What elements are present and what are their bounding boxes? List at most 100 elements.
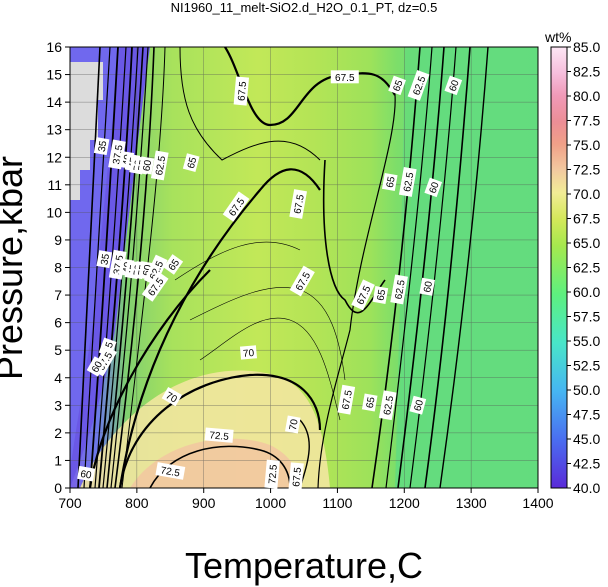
plot-area: [70, 47, 538, 488]
contour-label-bg: [141, 271, 169, 302]
chart-title: NI1960_11_melt-SiO2.d_H2O_0.1_PT, dz=0.5: [171, 0, 438, 15]
y-tick-label: 3: [54, 397, 62, 413]
contour-label-bg: [239, 345, 258, 360]
contour-line: [199, 317, 341, 421]
contour-label-bg: [361, 393, 378, 412]
contour-label: 60: [77, 465, 96, 482]
contour-label: 70: [285, 415, 301, 434]
y-tick-label: 4: [54, 370, 62, 386]
contour-line: [121, 47, 166, 488]
contour-label: 65: [388, 75, 406, 96]
contour-label-bg: [233, 76, 250, 106]
contour-line: [114, 47, 155, 488]
contour-label-text: 62.5: [154, 155, 168, 177]
contour-line: [174, 241, 301, 281]
colorbar-tick-label: 80.0: [573, 88, 600, 104]
colorbar-tick-label: 75.0: [573, 137, 600, 153]
contour-label: 65: [361, 393, 378, 412]
contour-line: [317, 94, 396, 488]
contour-label-text: 67.5: [335, 73, 355, 84]
contour-line: [179, 47, 321, 161]
contour-line: [397, 47, 445, 488]
contour-label-bg: [86, 356, 106, 377]
colorbar-tick-label: 55.0: [573, 333, 600, 349]
y-tick-label: 10: [46, 204, 62, 220]
y-tick-label: 12: [46, 149, 62, 165]
contour-label-text: 65: [375, 288, 388, 301]
contour-label-bg: [150, 150, 169, 181]
contour-label: 67.5: [337, 384, 356, 415]
contour-label-bg: [264, 459, 280, 489]
contour-line: [88, 269, 211, 488]
contour-line: [89, 47, 119, 488]
x-axis-label: Temperature,C: [185, 545, 423, 586]
contour-label-bg: [407, 70, 430, 101]
colorbar: wt% 40.0 42.5 45.0 47.5 50.0 52.5 55.0 57.5 60.0…: [544, 29, 600, 496]
x-tick-label: 1100: [322, 495, 352, 511]
contour-label: 60: [409, 395, 427, 415]
contour-label: 60: [424, 177, 443, 198]
contour-label: 65: [163, 254, 184, 275]
y-tick-label: 14: [46, 94, 62, 110]
y-tick-label: 5: [54, 342, 62, 358]
colorbar-tick-label: 52.5: [573, 358, 600, 374]
colorbar-tick-label: 42.5: [573, 456, 600, 472]
y-tick-label: 8: [54, 260, 62, 276]
contour-label: 65: [372, 285, 388, 304]
contour-label-bg: [409, 395, 427, 415]
contour-label-text: 60: [428, 180, 442, 195]
y-tick-label: 0: [54, 480, 62, 496]
contour-line: [98, 47, 133, 488]
contour-line: [77, 47, 101, 488]
y-tick-label: 7: [54, 287, 62, 303]
contour-line: [322, 159, 386, 314]
colorbar-tick-label: 40.0: [573, 480, 600, 496]
colorbar-tick-label: 67.5: [573, 211, 600, 227]
contour-label-text: 72.5: [160, 465, 182, 479]
colorbar-tick-label: 50.0: [573, 382, 600, 398]
contour-label-text: 60: [448, 78, 462, 93]
contour-label-bg: [424, 177, 443, 198]
contour-label: 67.5: [233, 76, 250, 106]
colorbar-tick-label: 47.5: [573, 407, 600, 423]
y-tick-label: 15: [46, 67, 62, 83]
colorbar-tick-label: 60.0: [573, 284, 600, 300]
x-tick-label: 1200: [389, 495, 420, 511]
contour-label-bg: [381, 172, 398, 191]
y-tick-label: 6: [54, 315, 62, 331]
contour-label-bg: [288, 462, 304, 492]
contour-label-bg: [222, 191, 250, 222]
contour-label: 35: [96, 250, 112, 269]
contour-label-bg: [378, 390, 397, 421]
contour-label: 70: [239, 345, 258, 360]
contour-label-bg: [285, 415, 301, 434]
contour-label-text: 60: [79, 469, 92, 482]
contour-label: 67.5: [289, 189, 307, 219]
contour-label: 62.5: [150, 150, 169, 181]
contour-label-bg: [337, 384, 356, 415]
contour-line: [102, 47, 139, 488]
contour-lines: [77, 47, 489, 488]
contour-line: [118, 168, 321, 488]
contour-label-text: 67.5: [341, 389, 355, 411]
contour-label-text: 60: [141, 159, 154, 172]
contour-label-text: 65: [365, 396, 378, 409]
contour-label-bg: [138, 156, 155, 175]
contour-label-text: 65: [391, 78, 405, 93]
contour-line: [94, 47, 127, 488]
contour-line: [110, 47, 149, 488]
colorbar-tick-label: 62.5: [573, 260, 600, 276]
colorbar-bar: [550, 46, 568, 489]
contour-label: 60: [419, 277, 435, 296]
contour-label-text: 72.5: [267, 464, 280, 485]
y-tick-label: 9: [54, 232, 62, 248]
y-tick-label: 13: [46, 122, 62, 138]
y-tick-label: 2: [54, 425, 62, 441]
contour-label: 72.5: [155, 462, 186, 480]
contour-label-bg: [182, 153, 200, 173]
contour-label-bg: [289, 189, 307, 219]
contour-label-bg: [161, 386, 183, 407]
contour-label-bg: [93, 137, 110, 156]
contour-label-text: 62.5: [402, 171, 416, 193]
